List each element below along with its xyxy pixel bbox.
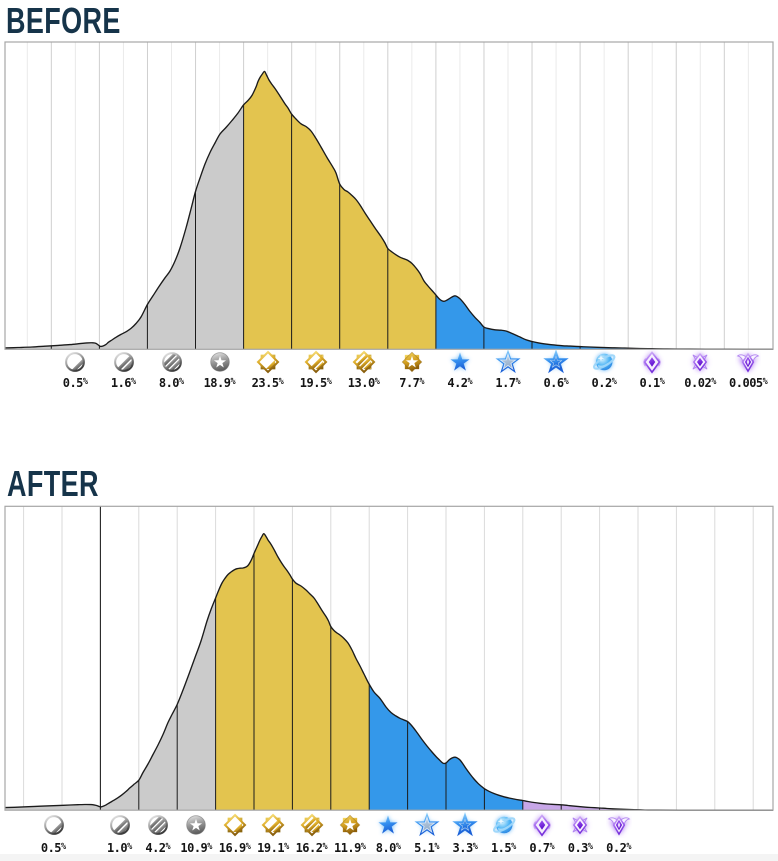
rank-share-label: 11.9%: [333, 840, 367, 855]
silver-1-rank-icon: [41, 812, 67, 838]
rank-share-label: 1.6%: [110, 376, 137, 391]
silver-2-rank-icon: [107, 812, 133, 838]
rank-share-label: 0.5%: [40, 840, 67, 855]
purple-2-rank-icon: [567, 812, 593, 838]
purple-2-rank-icon: [687, 349, 713, 375]
rank-share-label: 0.5%: [62, 376, 89, 391]
silver-1-rank-icon: [62, 349, 88, 375]
before-chart-group: [4, 41, 774, 350]
rank-share-label: 0.2%: [591, 376, 617, 391]
after-chart-group: [4, 505, 774, 811]
rank-share-label: 1.5%: [490, 840, 517, 855]
rank-share-label: 0.2%: [606, 840, 632, 855]
rank-share-label: 4.2%: [145, 840, 171, 855]
rank-share-label: 0.6%: [543, 376, 569, 391]
rank-share-label: 1.7%: [495, 376, 521, 391]
gold-2-rank-icon: [303, 349, 329, 375]
gold-3-rank-icon: [351, 349, 377, 375]
blue-4-rank-icon: [591, 349, 617, 375]
gold-4-rank-icon: [337, 812, 363, 838]
rank-share-label: 16.9%: [218, 840, 251, 855]
blue-2-rank-icon: [495, 349, 521, 375]
before-chart-title: BEFORE: [6, 0, 121, 41]
blue-3-rank-icon: [543, 349, 569, 375]
gold-3-rank-icon: [299, 812, 325, 838]
purple-1-rank-icon: [529, 812, 555, 838]
rank-share-label: 0.1%: [639, 376, 665, 391]
purple-1-rank-icon: [639, 349, 665, 375]
gold-2-rank-icon: [260, 812, 286, 838]
rank-share-label: 0.7%: [529, 840, 555, 855]
rank-share-label: 0.02%: [684, 376, 717, 391]
purple-3-rank-icon: [606, 812, 632, 838]
purple-3-rank-icon: [735, 349, 761, 375]
silver-4-rank-icon: [207, 349, 233, 375]
rank-share-label: 4.2%: [447, 376, 473, 391]
blue-1-rank-icon: [375, 812, 401, 838]
blue-1-rank-icon: [447, 349, 473, 375]
blue-2-rank-icon: [414, 812, 440, 838]
rank-share-label: 18.9%: [203, 376, 236, 391]
gold-1-rank-icon: [222, 812, 248, 838]
rank-share-label: 13.0%: [347, 376, 380, 391]
rank-share-label: 5.1%: [414, 840, 440, 855]
rank-share-label: 8.0%: [375, 840, 402, 855]
silver-3-rank-icon: [145, 812, 171, 838]
rank-share-label: 19.1%: [257, 840, 290, 855]
gold-4-rank-icon: [399, 349, 425, 375]
rank-share-label: 1.0%: [106, 840, 133, 855]
silver-3-rank-icon: [159, 349, 185, 375]
rank-share-label: 19.5%: [299, 376, 332, 391]
rank-share-label: 8.0%: [158, 376, 185, 391]
bottom-page-strip: [0, 854, 778, 861]
silver-2-rank-icon: [111, 349, 137, 375]
gold-1-rank-icon: [255, 349, 281, 375]
blue-4-rank-icon: [491, 812, 517, 838]
rank-share-label: 7.7%: [399, 376, 425, 391]
after-chart-title: AFTER: [7, 463, 99, 504]
rank-share-label: 3.3%: [452, 840, 478, 855]
rank-share-label: 16.2%: [295, 840, 328, 855]
rank-share-label: 0.3%: [567, 840, 594, 855]
rank-share-label: 23.5%: [251, 376, 284, 391]
rank-share-label: 0.005%: [729, 376, 768, 391]
silver-4-rank-icon: [183, 812, 209, 838]
blue-3-rank-icon: [452, 812, 478, 838]
rank-share-label: 10.9%: [180, 840, 213, 855]
